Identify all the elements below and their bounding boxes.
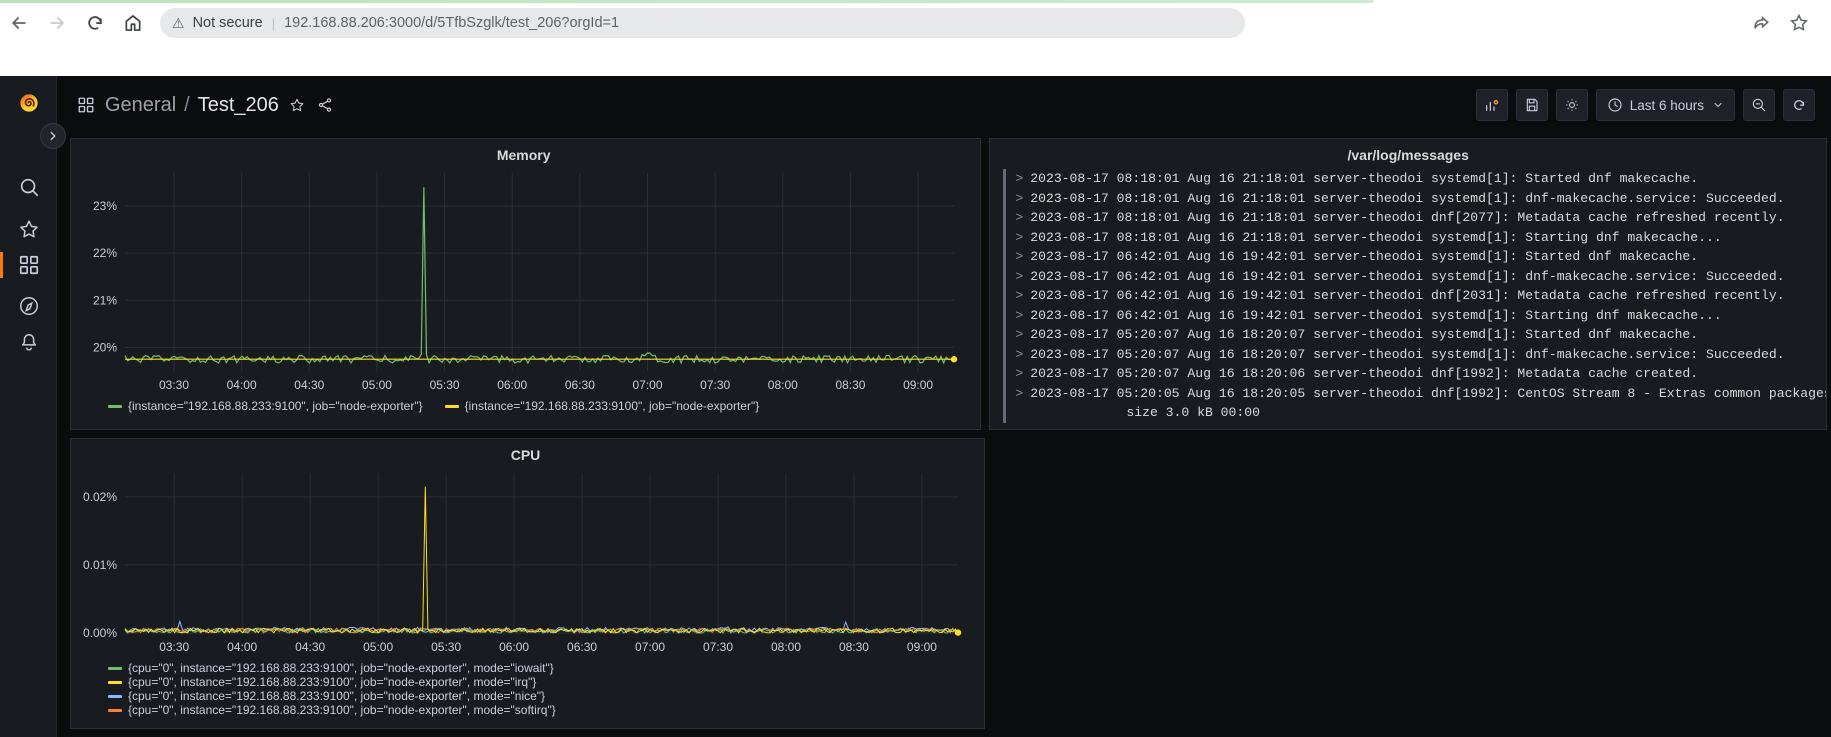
svg-text:08:00: 08:00	[771, 640, 801, 654]
svg-text:07:30: 07:30	[700, 378, 730, 392]
svg-text:22%: 22%	[93, 246, 117, 260]
svg-text:08:30: 08:30	[839, 640, 869, 654]
svg-text:23%: 23%	[93, 199, 117, 213]
svg-text:05:30: 05:30	[431, 640, 461, 654]
svg-text:0.00%: 0.00%	[83, 626, 117, 640]
svg-text:0.01%: 0.01%	[83, 558, 117, 572]
svg-text:06:00: 06:00	[497, 378, 527, 392]
svg-text:20%: 20%	[93, 340, 117, 354]
svg-text:06:00: 06:00	[499, 640, 529, 654]
svg-text:04:00: 04:00	[227, 378, 257, 392]
svg-text:05:00: 05:00	[362, 378, 392, 392]
svg-text:04:00: 04:00	[227, 640, 257, 654]
svg-text:07:30: 07:30	[703, 640, 733, 654]
svg-text:03:30: 03:30	[159, 640, 189, 654]
svg-text:05:30: 05:30	[430, 378, 460, 392]
svg-text:04:30: 04:30	[294, 378, 324, 392]
svg-text:06:30: 06:30	[567, 640, 597, 654]
svg-text:03:30: 03:30	[159, 378, 189, 392]
svg-text:08:00: 08:00	[768, 378, 798, 392]
svg-text:05:00: 05:00	[363, 640, 393, 654]
svg-text:09:00: 09:00	[907, 640, 937, 654]
svg-text:0.02%: 0.02%	[83, 490, 117, 504]
svg-text:07:00: 07:00	[633, 378, 663, 392]
svg-text:21%: 21%	[93, 293, 117, 307]
svg-text:04:30: 04:30	[295, 640, 325, 654]
svg-text:09:00: 09:00	[903, 378, 933, 392]
svg-text:06:30: 06:30	[565, 378, 595, 392]
svg-text:08:30: 08:30	[835, 378, 865, 392]
svg-text:07:00: 07:00	[635, 640, 665, 654]
